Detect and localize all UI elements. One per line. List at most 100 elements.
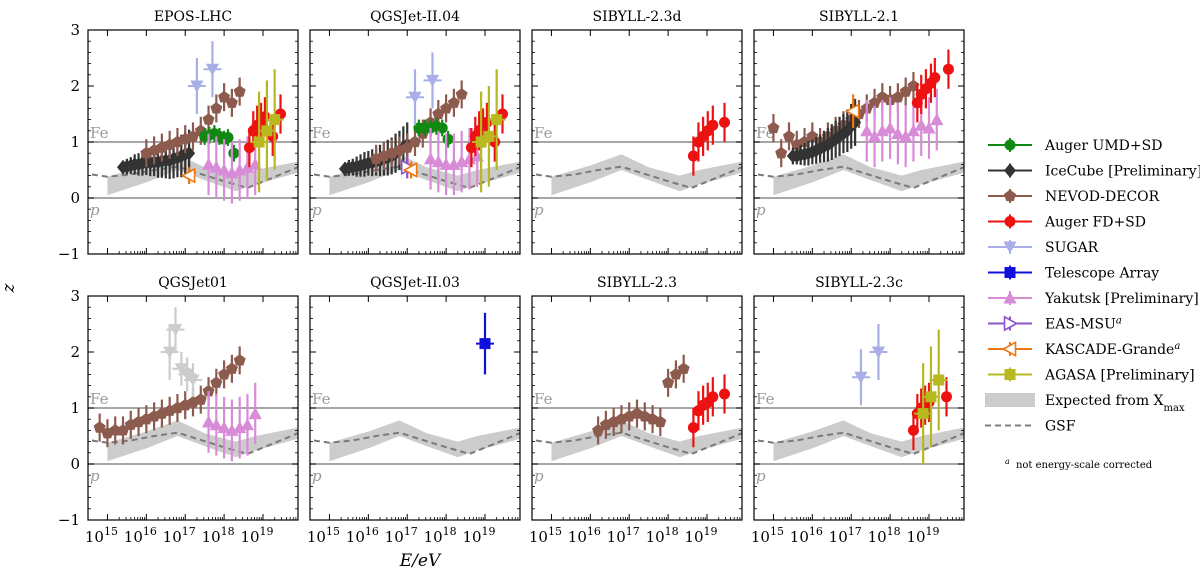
data-point xyxy=(186,130,200,142)
data-point xyxy=(243,142,255,154)
data-point xyxy=(233,85,246,97)
data-point xyxy=(930,113,944,126)
x-tick-label: 1019 xyxy=(906,525,939,546)
p-label: p xyxy=(90,201,100,219)
series-auger-fd-sd xyxy=(911,49,954,123)
data-point xyxy=(782,130,796,142)
legend-label: GSF xyxy=(1045,419,1076,435)
x-tick-exponent: 16 xyxy=(587,525,601,538)
data-point xyxy=(210,376,223,388)
footnote-mark: a xyxy=(1005,457,1010,466)
data-point xyxy=(483,130,495,142)
x-tick-label: 1019 xyxy=(684,525,717,546)
data-point xyxy=(190,80,204,93)
x-axis-label: E/eV xyxy=(399,551,442,571)
x-tick-exponent: 16 xyxy=(143,525,157,538)
series-yakutsk-preliminary- xyxy=(201,133,262,204)
data-point xyxy=(180,167,196,184)
legend-marker xyxy=(1003,189,1017,202)
y-tick-label: 1 xyxy=(70,399,80,417)
plot-area: Fe p xyxy=(88,307,298,485)
data-point xyxy=(436,122,448,134)
data-point xyxy=(402,162,418,178)
data-point xyxy=(707,119,719,131)
data-point xyxy=(868,96,881,108)
series-nevod-decor xyxy=(592,354,690,445)
data-point xyxy=(481,116,493,128)
x-tick-exponent: 18 xyxy=(221,525,235,538)
data-point xyxy=(592,424,605,436)
series-yakutsk-preliminary- xyxy=(423,125,484,196)
data-point xyxy=(425,74,440,87)
legend-item-eas-msu: EAS-MSUa xyxy=(988,315,1122,333)
data-point xyxy=(116,424,130,436)
series-agasa-preliminary- xyxy=(914,329,948,464)
data-point xyxy=(423,152,438,165)
y-tick-label: −1 xyxy=(58,245,80,263)
y-tick-label: 2 xyxy=(70,343,80,361)
x-tick-label: 1016 xyxy=(346,525,379,546)
data-point xyxy=(833,129,846,144)
data-point xyxy=(917,408,929,420)
legend-label: Auger FD+SD xyxy=(1044,215,1146,231)
plot-area: Fe p xyxy=(532,354,742,485)
p-label: p xyxy=(312,201,322,219)
x-tick-label: 1016 xyxy=(790,525,823,546)
legend-item-agasa-preliminary-: AGASA [Preliminary] xyxy=(988,367,1195,384)
data-point xyxy=(440,102,453,114)
data-point xyxy=(922,121,936,134)
data-point xyxy=(109,424,122,436)
p-label: p xyxy=(756,467,766,485)
x-tick-label: 1016 xyxy=(124,525,157,546)
legend-item-gsf: GSF xyxy=(985,419,1076,435)
fe-label: Fe xyxy=(534,124,553,142)
legend-label: NEVOD-DECOR xyxy=(1045,189,1160,205)
x-tick-exponent: 16 xyxy=(809,525,823,538)
data-point xyxy=(217,163,231,176)
data-point xyxy=(891,90,904,103)
data-point xyxy=(240,418,255,431)
legend-label: Auger UMD+SD xyxy=(1044,138,1162,154)
y-tick-label: 3 xyxy=(70,21,80,39)
x-tick-label: 1015 xyxy=(751,525,784,546)
data-point xyxy=(202,384,215,397)
panel-title: EPOS-LHC xyxy=(154,9,232,25)
fe-label: Fe xyxy=(312,390,331,408)
x-tick-exponent: 18 xyxy=(887,525,901,538)
legend-marker xyxy=(1004,216,1016,227)
legend-label: AGASA [Preliminary] xyxy=(1044,368,1195,384)
series-kascade-grande xyxy=(402,161,418,179)
gsf-line xyxy=(91,165,298,189)
legend-marker xyxy=(1004,267,1016,278)
x-tick-exponent: 19 xyxy=(704,525,718,538)
panel-qgsjet-ii-04: QGSJet-II.04 Fe p xyxy=(309,9,521,255)
gsf-line xyxy=(757,165,964,189)
panel-title: SIBYLL-2.3 xyxy=(597,275,677,291)
series-sugar xyxy=(160,307,202,397)
x-tick-label: 1017 xyxy=(607,525,640,546)
y-tick-label: 1 xyxy=(70,133,80,151)
series-icecube-preliminary- xyxy=(786,98,862,166)
legend-marker xyxy=(1003,241,1017,254)
gsf-line xyxy=(535,431,742,455)
legend-label: Yakutsk [Preliminary] xyxy=(1044,291,1199,307)
p-label: p xyxy=(534,467,544,485)
fe-label: Fe xyxy=(534,390,553,408)
x-tick-exponent: 18 xyxy=(443,525,457,538)
data-point xyxy=(491,114,503,126)
legend-label: KASCADE-Grandea xyxy=(1045,341,1180,359)
x-tick-exponent: 18 xyxy=(665,525,679,538)
data-point xyxy=(899,129,913,142)
data-point xyxy=(259,111,271,123)
data-point xyxy=(654,415,667,428)
p-label: p xyxy=(312,467,322,485)
data-point xyxy=(401,141,414,153)
data-point xyxy=(719,116,730,128)
panel-epos-lhc: EPOS-LHC Fe p −1 0 1 2 3 xyxy=(58,9,299,263)
plot-area: Fe p xyxy=(88,41,298,219)
plot-area: Fe p xyxy=(754,324,964,485)
data-point xyxy=(225,362,238,374)
data-point xyxy=(455,88,468,100)
data-point xyxy=(217,421,231,434)
